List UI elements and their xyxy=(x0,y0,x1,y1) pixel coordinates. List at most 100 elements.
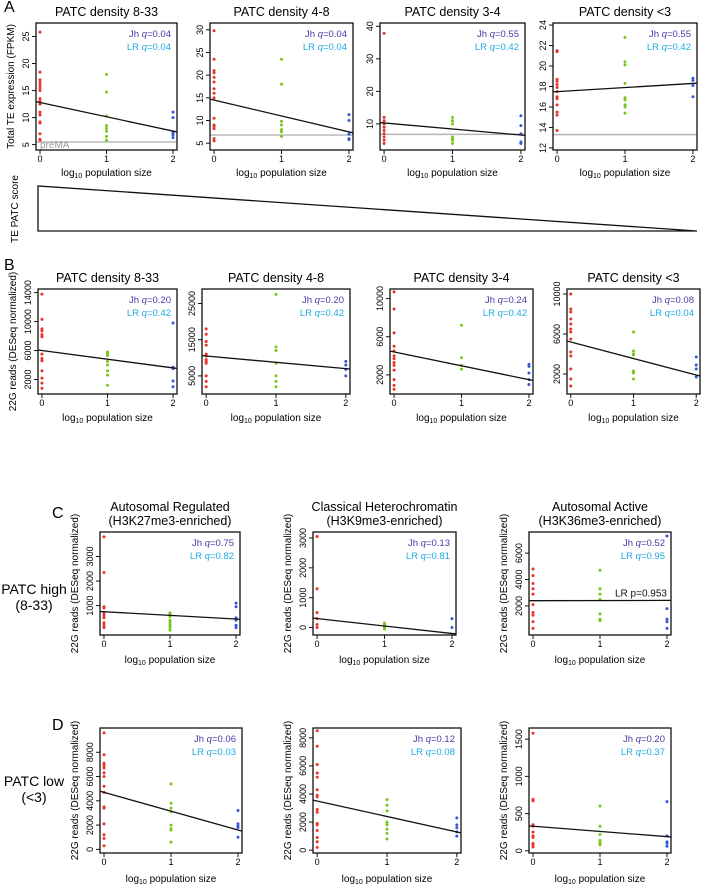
data-point-blue xyxy=(519,124,523,128)
data-point-red xyxy=(569,384,573,388)
stat-label: Jh xyxy=(485,295,498,306)
data-point-blue xyxy=(665,617,669,621)
x-axis-label-text: population size xyxy=(576,655,646,666)
data-point-blue xyxy=(347,138,351,142)
stat-value: =0.20 xyxy=(320,295,344,306)
stat-label: LR xyxy=(190,551,205,562)
data-point-red xyxy=(569,377,573,381)
scatter-plot-c-9: 0 1 2 1000 2000 3000 log10 population size 22G … xyxy=(70,500,241,667)
data-point-green xyxy=(632,330,635,334)
stat-annotation-jh: Jh q=0.24 xyxy=(485,295,527,306)
data-point-red xyxy=(102,623,106,627)
data-point-green xyxy=(598,612,602,616)
x-axis-label-subscript: 10 xyxy=(75,173,83,180)
data-point-green xyxy=(623,98,627,102)
y-axis-label: 22G reads (DESeq normalized) xyxy=(283,514,294,654)
stat-value: =0.04 xyxy=(670,308,694,319)
x-axis-label-subscript: 10 xyxy=(421,173,429,180)
data-point-blue xyxy=(344,374,348,378)
data-point-red xyxy=(315,810,319,814)
data-point-red xyxy=(382,119,386,123)
data-point-red xyxy=(102,771,106,775)
data-point-blue xyxy=(171,379,175,383)
x-axis-label-log: log xyxy=(231,413,244,424)
stat-annotation-lr: LR q=0.37 xyxy=(621,747,665,758)
row-label-patc-high: (8-33) xyxy=(15,597,52,613)
y-tick-label: 22 xyxy=(538,41,548,51)
y-axis-label: 22G reads (DESeq normalized) xyxy=(70,514,81,654)
data-point-green xyxy=(598,587,602,591)
y-tick-label: 16 xyxy=(538,102,548,112)
data-point-green xyxy=(451,119,454,123)
data-point-blue xyxy=(450,626,454,630)
data-point-blue xyxy=(344,363,348,367)
x-axis-label-text: population size xyxy=(601,168,671,179)
data-point-blue xyxy=(455,823,459,827)
y-tick-label: 10000 xyxy=(375,286,385,311)
x-tick-label: 2 xyxy=(454,857,459,867)
stat-symbol: q xyxy=(665,308,671,319)
data-point-red xyxy=(38,113,42,117)
y-tick-label: 2000 xyxy=(375,365,385,385)
x-axis-label-log: log xyxy=(555,655,568,666)
x-axis-label-text: population size xyxy=(146,655,216,666)
x-axis-label-subscript: 10 xyxy=(568,879,576,886)
data-point-red xyxy=(555,97,559,101)
data-point-green xyxy=(383,627,386,631)
stat-value: =0.42 xyxy=(667,42,691,53)
y-tick-label: 18 xyxy=(538,81,548,91)
stat-value: =0.06 xyxy=(212,734,236,745)
stat-value: =0.82 xyxy=(210,551,234,562)
x-axis-label-log: log xyxy=(125,655,138,666)
data-point-red xyxy=(569,350,573,354)
reference-label: preMA xyxy=(40,140,70,151)
data-point-red xyxy=(212,91,216,95)
stat-label: LR xyxy=(192,747,207,758)
data-point-red xyxy=(212,69,216,73)
data-point-red xyxy=(569,354,573,358)
stat-annotation-jh: Jh q=0.75 xyxy=(192,538,234,549)
stat-label: Jh xyxy=(302,295,315,306)
data-point-green xyxy=(169,782,173,786)
data-point-green xyxy=(274,292,278,296)
stat-symbol: q xyxy=(662,29,668,40)
data-point-blue xyxy=(527,364,531,368)
data-point-green xyxy=(460,356,463,360)
x-axis-label-log: log xyxy=(236,168,249,179)
stat-value: =0.12 xyxy=(431,734,455,745)
x-tick-label: 1 xyxy=(105,398,110,408)
y-tick-label: 24 xyxy=(538,20,548,30)
data-point-red xyxy=(102,616,106,620)
stat-label: Jh xyxy=(129,29,142,40)
data-point-green xyxy=(105,134,108,138)
data-point-green xyxy=(168,626,172,630)
data-point-red xyxy=(531,799,535,803)
scatter-plot-d-12: 0 1 2 0 2000 4000 6000 8000 log10 population siz… xyxy=(70,721,243,886)
x-axis-label: log10 population size xyxy=(62,413,153,425)
stat-annotation-lr: LR q=0.42 xyxy=(300,308,344,319)
data-point-red xyxy=(40,317,44,321)
stat-value: =0.13 xyxy=(426,538,450,549)
data-point-blue xyxy=(171,131,175,135)
y-axis-label: 22G reads (DESeq normalized) xyxy=(499,514,510,654)
data-point-blue xyxy=(234,626,238,630)
plot-title: PATC density 3-4 xyxy=(413,271,509,285)
x-axis-label-log: log xyxy=(339,655,352,666)
stat-value: =0.08 xyxy=(670,295,694,306)
data-point-red xyxy=(531,582,535,585)
data-point-red xyxy=(212,96,216,100)
data-point-red xyxy=(315,807,319,811)
stat-value: =0.75 xyxy=(210,538,234,549)
data-point-blue xyxy=(347,132,351,136)
stat-label: LR xyxy=(475,42,490,53)
y-tick-label: 4000 xyxy=(514,570,524,590)
data-point-blue xyxy=(665,844,669,848)
regression-line xyxy=(201,354,351,370)
data-point-green xyxy=(106,373,109,377)
data-point-red xyxy=(531,731,535,735)
regression-line xyxy=(552,82,698,93)
data-point-red xyxy=(212,87,216,91)
stat-label: LR xyxy=(411,747,426,758)
data-point-red xyxy=(392,368,396,372)
